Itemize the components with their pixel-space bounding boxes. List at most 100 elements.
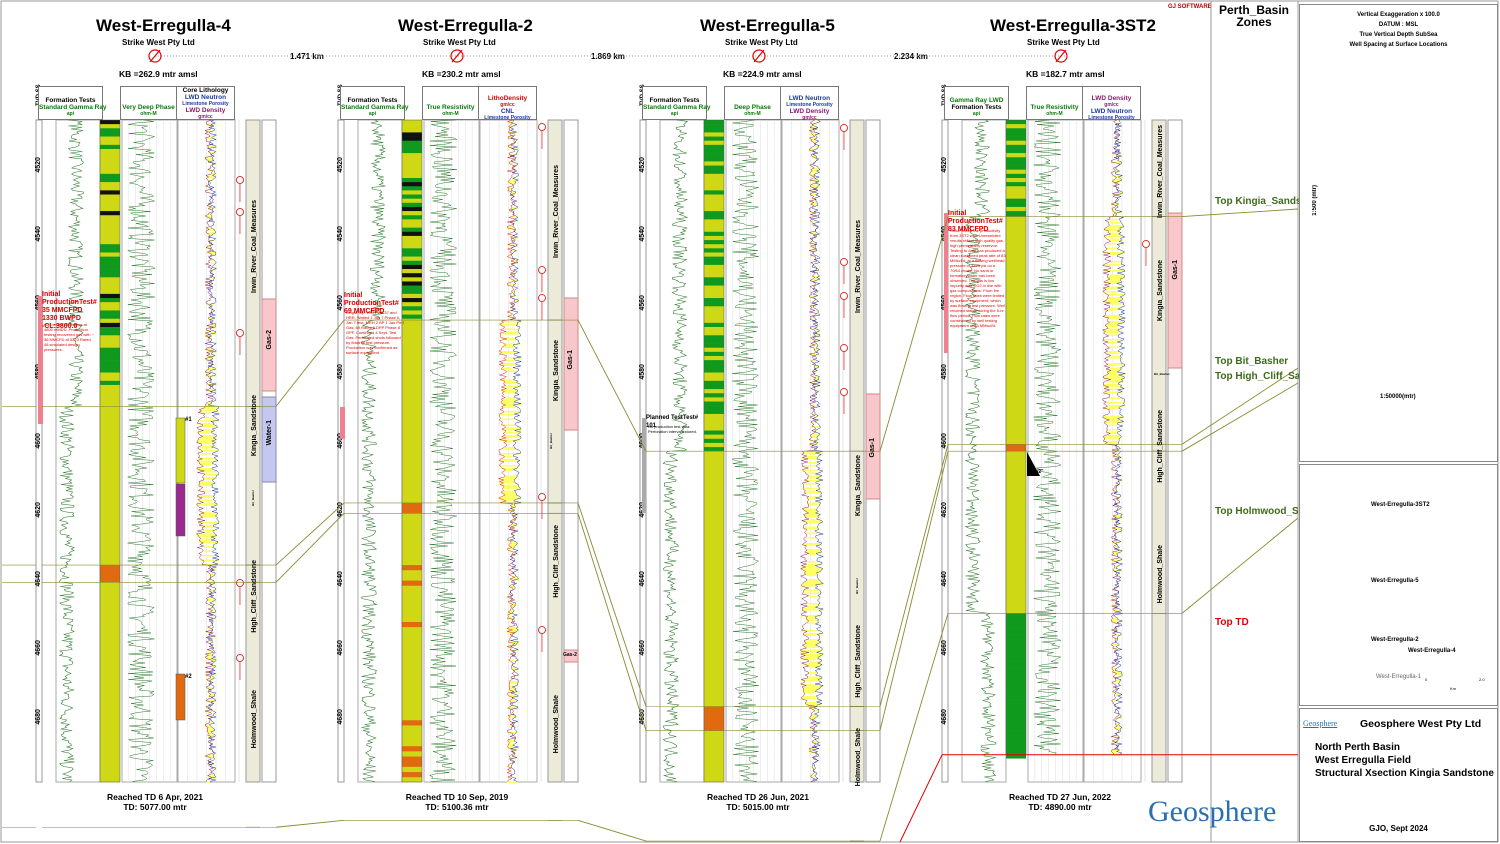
crossover-fill	[806, 522, 823, 524]
lithology-band	[704, 506, 724, 514]
lithology-band	[704, 678, 724, 687]
crossover-fill	[207, 730, 215, 733]
title-line-1: North Perth Basin	[1315, 742, 1401, 753]
lithology-band	[704, 161, 724, 166]
correlation-line-hc	[275, 512, 345, 583]
crossover-fill	[805, 655, 822, 658]
lithology-band	[704, 144, 724, 150]
crossover-fill	[1112, 528, 1123, 530]
lithology-band	[402, 580, 422, 587]
lithology-band	[402, 437, 422, 445]
formation-label: Holmwood_Shale	[251, 690, 258, 749]
lithology-band	[100, 509, 120, 518]
crossover-fill	[505, 495, 517, 497]
lithology-band	[1006, 554, 1026, 561]
crossover-fill	[810, 723, 821, 725]
lithology-band	[100, 665, 120, 671]
core-box	[175, 483, 186, 537]
test-title: Initial ProductionTest#	[344, 292, 399, 307]
depth-tick-label: 4680	[941, 709, 948, 725]
crossover-fill	[802, 583, 824, 586]
lithology-band	[100, 314, 120, 320]
lithology-band	[100, 302, 120, 307]
lithology-band	[402, 215, 422, 220]
hdr-label: gm/cc	[500, 102, 515, 108]
crossover-fill	[505, 397, 515, 400]
lithology-band	[402, 273, 422, 278]
hdr-label: api	[670, 111, 679, 117]
lithology-band	[100, 202, 120, 208]
crossover-fill	[514, 300, 519, 302]
lithology-band	[704, 665, 724, 673]
crossover-fill	[509, 603, 516, 605]
crossover-fill	[507, 226, 513, 229]
gas-zone	[261, 298, 277, 392]
crossover-fill	[1117, 460, 1122, 463]
crossover-fill	[204, 471, 218, 473]
gas-zone	[563, 649, 579, 663]
hdr-label: Limestone Porosity	[484, 115, 531, 121]
crossover-fill	[502, 499, 516, 502]
crossover-fill	[1104, 418, 1118, 421]
td-depth: TD: 5100.36 mtr	[425, 802, 489, 812]
crossover-fill	[508, 745, 513, 748]
depth-tick-label: 4520	[941, 157, 948, 173]
td-date: Reached TD 27 Jun, 2022	[1008, 792, 1112, 802]
crossover-fill	[205, 390, 216, 392]
lithology-band	[402, 658, 422, 664]
geosphere-logo-small: Geosphere	[1303, 719, 1338, 728]
hdr-label: True Resistivity	[426, 104, 475, 111]
lithology-band	[402, 627, 422, 633]
lithology-band	[704, 198, 724, 204]
lithology-band	[1006, 120, 1026, 125]
crossover-fill	[810, 775, 815, 778]
depth-tick-label: 4520	[639, 157, 646, 173]
crossover-fill	[509, 640, 511, 643]
crossover-fill	[501, 406, 517, 409]
lithology-band	[704, 227, 724, 233]
lithology-band	[1006, 601, 1026, 607]
crossover-fill	[203, 546, 214, 548]
crossover-fill	[816, 378, 819, 380]
crossover-fill	[814, 285, 817, 287]
lithology-band	[100, 551, 120, 559]
test-marker	[538, 493, 546, 501]
lithology-band	[100, 310, 120, 315]
lithology-band	[100, 120, 120, 125]
gj-software-logo: GJ SOFTWARE	[1168, 4, 1212, 10]
crossover-fill	[515, 262, 518, 265]
crossover-fill	[802, 451, 823, 454]
lithology-band	[100, 613, 120, 619]
hdr-label: Core Lithology	[182, 87, 229, 94]
crossover-fill	[1106, 429, 1118, 431]
crossover-fill	[209, 733, 213, 736]
crossover-fill	[812, 741, 817, 743]
crossover-fill	[814, 772, 817, 775]
crossover-fill	[1113, 622, 1118, 625]
crossover-fill	[811, 133, 820, 136]
horizontal-scale-label: 1:50000(mtr)	[1380, 394, 1416, 400]
lithology-band	[1006, 430, 1026, 438]
crossover-fill	[510, 606, 516, 608]
lithology-band	[1006, 544, 1026, 550]
lithology-band	[402, 632, 422, 638]
lithology-band	[100, 306, 120, 311]
lithology-band	[402, 554, 422, 561]
lithology-band	[402, 451, 422, 459]
lithology-band	[402, 575, 422, 581]
crossover-fill	[208, 699, 215, 701]
crossover-fill	[207, 360, 211, 362]
crossover-fill	[514, 229, 516, 232]
crossover-fill	[801, 630, 818, 632]
lithology-band	[100, 639, 120, 645]
crossover-fill	[1114, 567, 1117, 569]
crossover-fill	[211, 310, 215, 313]
crossover-fill	[807, 622, 819, 625]
lithology-band	[402, 616, 422, 623]
crossover-fill	[202, 426, 217, 428]
lithology-band	[402, 642, 422, 649]
crossover-fill	[802, 483, 816, 485]
crossover-fill	[212, 666, 216, 668]
crossover-fill	[500, 402, 514, 404]
